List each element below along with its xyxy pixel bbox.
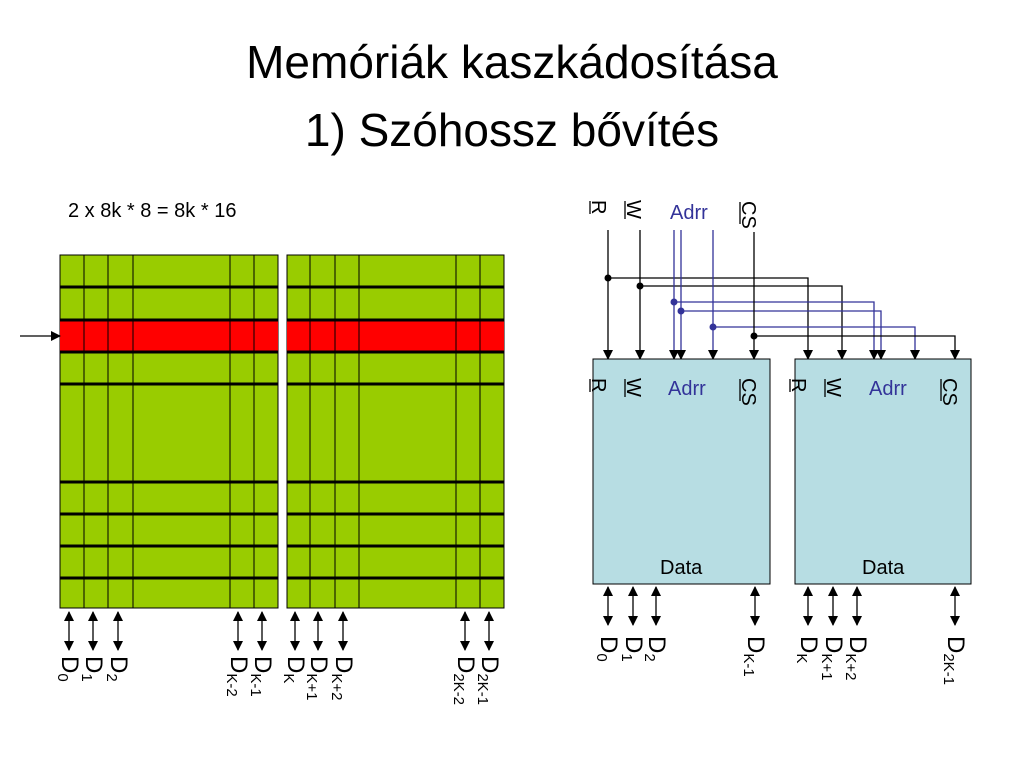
data-pin-label: D0 xyxy=(55,656,84,682)
data-pin-label: D2K-1 xyxy=(475,656,504,705)
chip-data-label: Data xyxy=(660,557,703,579)
memory-array xyxy=(20,254,505,609)
data-pin-label: DK+2 xyxy=(329,656,358,700)
bus-r-label: R xyxy=(587,200,609,214)
page-subtitle: 1) Szóhossz bővítés xyxy=(304,104,720,156)
data-pin-label: D2 xyxy=(104,656,133,682)
data-pin-label: DK xyxy=(281,656,310,683)
chip-cs-label: CS xyxy=(938,378,960,406)
data-pin-label: DK-1 xyxy=(248,656,277,697)
memory-block-right xyxy=(286,254,505,609)
chip-data-label: Data xyxy=(862,557,905,579)
memory-chip-1: R W Adrr CS Data xyxy=(587,358,771,585)
data-pin-label: D1 xyxy=(79,656,108,682)
bus-cs-label: CS xyxy=(737,201,759,229)
bus-w-label: W xyxy=(622,200,644,219)
chip-w-label: W xyxy=(622,378,644,397)
capacity-formula: 2 x 8k * 8 = 8k * 16 xyxy=(68,200,237,222)
data-pin-label: DK-1 xyxy=(741,636,770,677)
column-dividers xyxy=(83,255,481,608)
data-pin-label: D2K-2 xyxy=(451,656,480,705)
selected-row-right xyxy=(287,320,504,352)
chip-body xyxy=(794,358,972,585)
selected-row-left xyxy=(60,320,278,352)
bus-adrr-label: Adrr xyxy=(670,202,708,224)
bus-labels: R W Adrr CS xyxy=(587,200,759,229)
chip-w-label: W xyxy=(822,378,844,397)
data-pin-label: DK xyxy=(794,636,823,663)
row-dividers xyxy=(60,285,504,580)
data-pin-label: D2K-1 xyxy=(941,636,970,685)
bus-junctions xyxy=(604,274,758,340)
memory-chip-2: R W Adrr CS Data xyxy=(787,358,972,585)
data-pin-label: DK-2 xyxy=(224,656,253,697)
memory-block-left xyxy=(59,254,279,609)
chip-r-label: R xyxy=(587,378,609,392)
data-pins: D0D1D2DK-2DK-1DKDK+1DK+2D2K-2D2K-1D0D1D2… xyxy=(55,586,970,705)
data-pin-label: DK+2 xyxy=(843,636,872,680)
data-pin-label: DK+1 xyxy=(304,656,333,700)
chip-cs-label: CS xyxy=(737,378,759,406)
page-title: Memóriák kaszkádosítása xyxy=(246,36,778,88)
data-pin-label: D0 xyxy=(594,636,623,662)
data-pin-label: DK+1 xyxy=(819,636,848,680)
control-bus xyxy=(603,230,960,360)
data-pin-label: D1 xyxy=(619,636,648,662)
chip-r-label: R xyxy=(787,378,809,392)
chip-adrr-label: Adrr xyxy=(869,378,907,400)
data-pin-label: D2 xyxy=(642,636,671,662)
chip-adrr-label: Adrr xyxy=(668,378,706,400)
